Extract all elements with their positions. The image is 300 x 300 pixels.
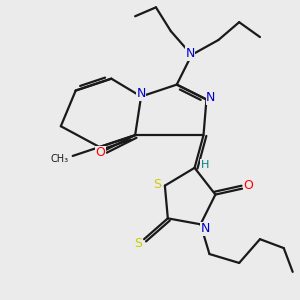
Text: N: N [185, 47, 195, 60]
Text: O: O [95, 146, 105, 160]
Text: O: O [243, 179, 253, 192]
Text: N: N [200, 222, 210, 235]
Text: CH₃: CH₃ [50, 154, 68, 164]
Text: S: S [134, 237, 142, 250]
Text: S: S [153, 178, 161, 191]
Text: N: N [206, 92, 216, 104]
Text: N: N [136, 87, 146, 100]
Text: H: H [201, 160, 209, 170]
